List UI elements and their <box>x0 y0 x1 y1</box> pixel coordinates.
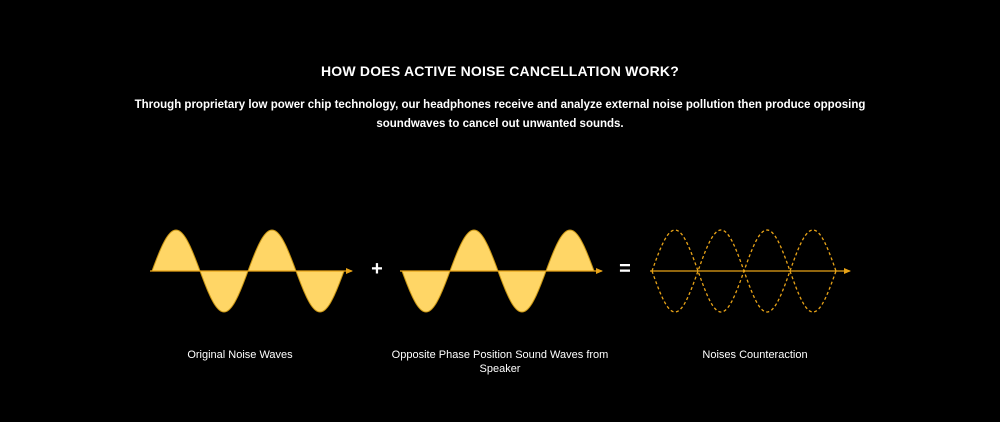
equals-operator: = <box>619 258 631 280</box>
plus-operator: + <box>371 258 383 280</box>
caption-original-noise: Original Noise Waves <box>187 349 293 361</box>
opposite-phase-wave <box>400 229 603 313</box>
page-description: Through proprietary low power chip techn… <box>134 99 866 130</box>
counteraction-waves <box>650 229 851 313</box>
page-title: HOW DOES ACTIVE NOISE CANCELLATION WORK? <box>321 63 679 79</box>
caption-counteraction: Noises Counteraction <box>702 349 808 361</box>
original-noise-wave <box>150 229 353 313</box>
caption-opposite-phase: Opposite Phase Position Sound Waves from… <box>391 349 609 375</box>
